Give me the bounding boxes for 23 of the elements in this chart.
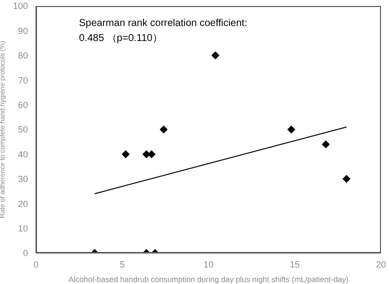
y-tick-label: 80 xyxy=(18,50,28,61)
y-tick-label: 60 xyxy=(18,100,28,110)
y-tick-label: 10 xyxy=(18,223,28,234)
x-tick-label: 10 xyxy=(203,259,214,270)
point xyxy=(122,150,130,158)
y-tick-label: 20 xyxy=(18,198,28,209)
x-tick-label: 5 xyxy=(120,259,125,270)
point xyxy=(160,126,168,134)
y-tick-label: 70 xyxy=(18,75,28,86)
y-tick-label: 50 xyxy=(18,124,28,135)
y-tick-label: 0 xyxy=(22,248,28,258)
point xyxy=(322,140,330,148)
annotation: Spearman rank correlation coefficient: xyxy=(79,17,248,31)
point xyxy=(287,126,296,134)
y-tick-label: 30 xyxy=(18,174,28,184)
y-tick-label: 100 xyxy=(12,1,28,12)
x-tick-label: 0 xyxy=(33,259,39,270)
x-tick-label: 15 xyxy=(290,259,300,270)
x-tick-label: 20 xyxy=(376,259,386,270)
y-tick-label: 40 xyxy=(18,149,28,160)
y-tick-label: 90 xyxy=(18,26,28,36)
point xyxy=(342,174,350,183)
annotation: 0.485 （p=0.110） xyxy=(79,32,164,46)
